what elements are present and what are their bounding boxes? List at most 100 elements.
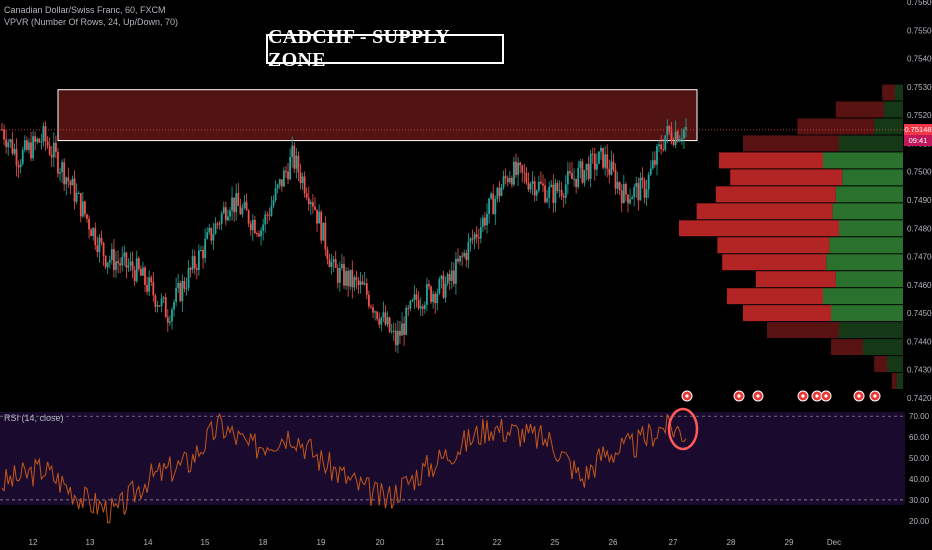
- candle-body: [312, 202, 314, 207]
- candle-body: [237, 193, 240, 206]
- event-markers[interactable]: [681, 390, 881, 402]
- candle-body: [156, 305, 159, 307]
- candle-body: [618, 182, 621, 191]
- candle-body: [428, 284, 430, 287]
- vpvr-up-bar: [823, 152, 903, 169]
- candle-body: [506, 178, 509, 183]
- candle-body: [631, 197, 634, 200]
- candle-body: [57, 151, 59, 174]
- candle-body: [48, 145, 51, 155]
- candle-body: [34, 136, 37, 142]
- candle-body: [154, 295, 157, 307]
- candle-body: [113, 249, 115, 271]
- candle-body: [450, 270, 453, 281]
- candle-body: [100, 237, 103, 243]
- candle-body: [519, 162, 522, 166]
- candle-body: [658, 144, 660, 147]
- candle-body: [604, 154, 607, 168]
- candle-body: [361, 281, 364, 285]
- candle-body: [357, 280, 360, 285]
- rsi-legend[interactable]: RSI (14, close): [4, 413, 64, 423]
- vpvr-legend[interactable]: VPVR (Number Of Rows, 24, Up/Down, 70): [4, 17, 179, 27]
- candle-body: [86, 214, 88, 219]
- candle-body: [479, 226, 482, 239]
- candle-body: [81, 201, 84, 217]
- chart-title: CADCHF - SUPPLY ZONE: [266, 26, 504, 71]
- candle-body: [59, 172, 61, 174]
- vpvr-up-bar: [823, 288, 903, 305]
- vpvr-up-bar: [839, 135, 903, 152]
- candle-body: [285, 170, 287, 172]
- candle-body: [276, 184, 279, 189]
- candle-body: [504, 176, 507, 179]
- candle-body: [92, 227, 95, 237]
- candle-body: [656, 146, 658, 165]
- candle-body: [548, 186, 551, 198]
- candle-body: [150, 277, 153, 283]
- candle-body: [245, 201, 248, 211]
- candle-body: [569, 171, 571, 173]
- candle-body: [394, 330, 397, 346]
- candle-body: [399, 330, 401, 336]
- price-tick-label: 0.75600: [907, 0, 932, 7]
- candle-body: [102, 242, 105, 256]
- candle-body: [554, 183, 557, 203]
- candle-body: [529, 184, 532, 190]
- candle-body: [494, 198, 497, 215]
- candle-body: [198, 250, 200, 270]
- rsi-axis[interactable]: 20.00 30.00 40.00 50.00 60.00 70.00: [909, 412, 930, 526]
- candle-body: [359, 281, 362, 285]
- candle-body: [297, 155, 300, 173]
- vpvr-down-bar: [797, 118, 875, 135]
- candle-body: [185, 287, 188, 289]
- candle-body: [220, 213, 223, 224]
- candle-body: [564, 184, 567, 198]
- candle-body: [544, 185, 546, 203]
- candle-body: [175, 288, 178, 303]
- time-axis[interactable]: 12 13 14 15 18 19 20 21 22 25 26 27 28 29 Dec: [29, 538, 842, 547]
- candle-body: [376, 311, 379, 320]
- candle-body: [471, 238, 474, 240]
- candle-body: [133, 270, 136, 282]
- candle-body: [583, 170, 586, 183]
- candle-body: [510, 177, 513, 185]
- candle-body: [388, 317, 391, 332]
- candle-body: [338, 268, 341, 283]
- candle-body: [73, 178, 76, 202]
- candle-body: [654, 160, 656, 165]
- candle-body: [415, 294, 418, 300]
- candle-body: [320, 211, 323, 241]
- candle-body: [227, 216, 229, 221]
- candle-body: [403, 323, 406, 335]
- candle-body: [189, 268, 192, 270]
- candle-body: [467, 241, 470, 261]
- candle-body: [142, 267, 144, 276]
- candle-body: [268, 215, 271, 217]
- current-price-tag: 0.75148: [904, 123, 932, 135]
- candle-body: [540, 181, 542, 184]
- candle-body: [633, 186, 636, 198]
- candle-body: [322, 222, 325, 241]
- time-tick-label: 19: [317, 538, 326, 547]
- candle-body: [405, 307, 408, 335]
- candle-body: [63, 162, 66, 185]
- candle-body: [624, 183, 627, 195]
- candle-body: [488, 198, 490, 214]
- candle-body: [264, 214, 267, 225]
- candle-body: [106, 262, 109, 268]
- symbol-legend[interactable]: Canadian Dollar/Swiss Franc, 60, FXCM: [4, 5, 166, 15]
- candle-body: [556, 183, 559, 191]
- candle-body: [560, 190, 563, 196]
- candle-body: [98, 237, 101, 253]
- candle-body: [314, 206, 316, 210]
- candle-body: [280, 179, 283, 187]
- vpvr-down-bar: [835, 101, 884, 118]
- candle-body: [5, 139, 8, 148]
- candle-body: [651, 160, 654, 169]
- candle-body: [131, 261, 134, 271]
- candle-body: [463, 252, 466, 257]
